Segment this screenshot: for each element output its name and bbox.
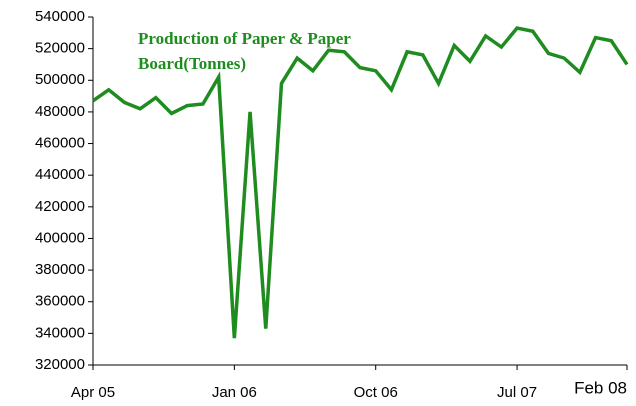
- chart-title: Production of Paper & Paper: [138, 29, 351, 48]
- y-tick-label: 320000: [35, 356, 85, 373]
- chart-title: Board(Tonnes): [138, 54, 246, 73]
- y-tick-label: 440000: [35, 166, 85, 183]
- x-tick-label: Oct 06: [354, 384, 398, 401]
- y-tick-label: 360000: [35, 293, 85, 310]
- y-tick-label: 540000: [35, 8, 85, 25]
- y-tick-label: 500000: [35, 71, 85, 88]
- x-tick-label: Jul 07: [497, 384, 537, 401]
- y-tick-label: 420000: [35, 198, 85, 215]
- x-tick-label: Apr 05: [71, 384, 115, 401]
- y-tick-label: 340000: [35, 324, 85, 341]
- y-tick-label: 480000: [35, 103, 85, 120]
- y-tick-label: 520000: [35, 40, 85, 57]
- x-tick-label: Jan 06: [212, 384, 257, 401]
- x-tick-label: Feb 08: [574, 378, 627, 397]
- y-tick-label: 380000: [35, 261, 85, 278]
- data-line: [91, 26, 629, 339]
- y-tick-label: 400000: [35, 229, 85, 246]
- y-tick-label: 460000: [35, 135, 85, 152]
